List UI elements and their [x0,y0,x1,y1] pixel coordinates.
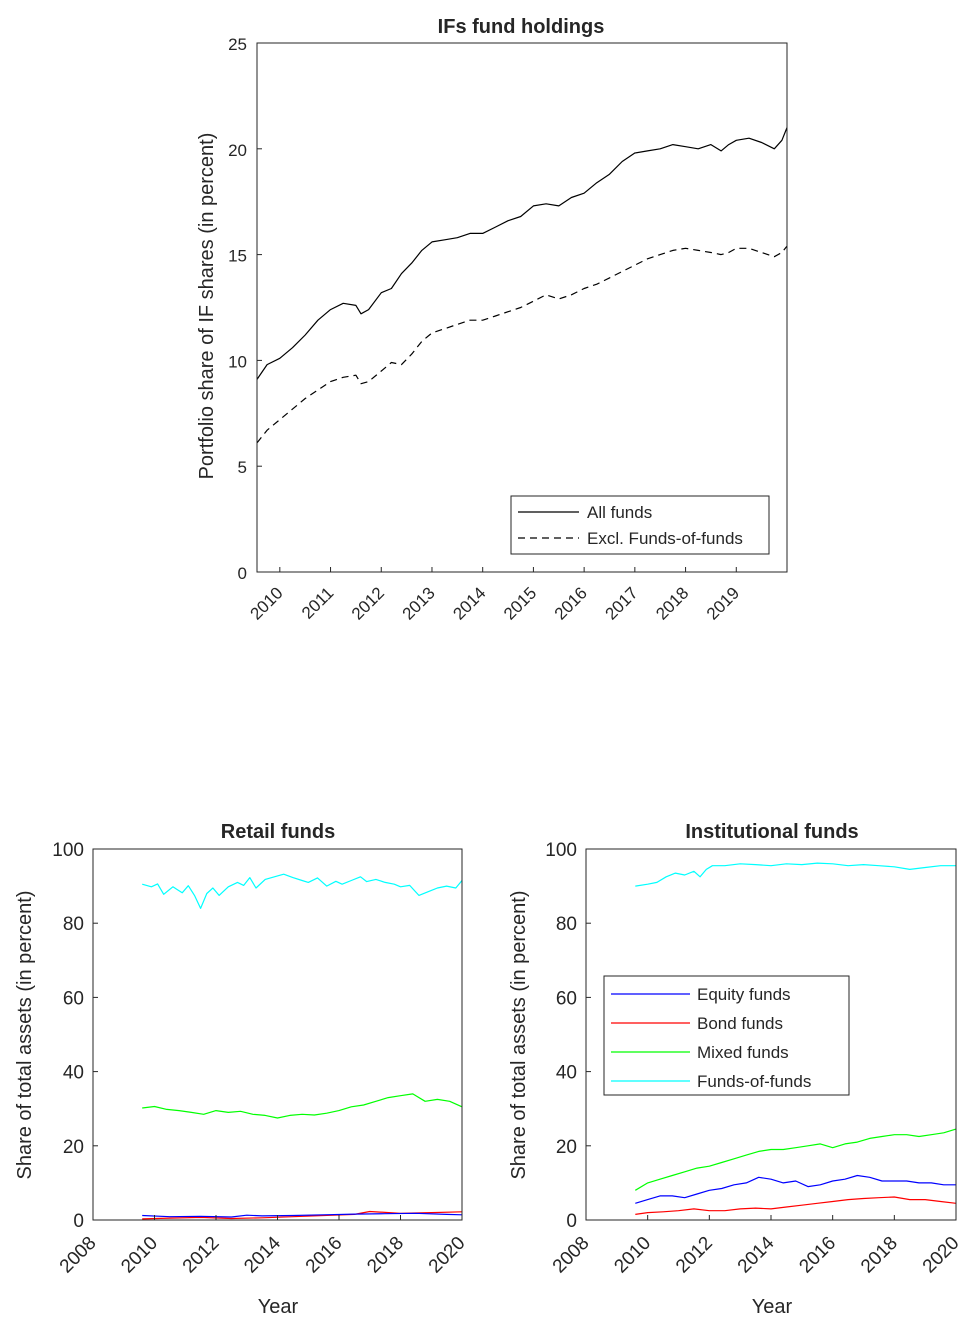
x-tick-label: 2010 [246,583,286,623]
y-tick-label: 100 [52,840,84,861]
chart-institutional-funds: Institutional funds Share of total asset… [508,821,964,1318]
y-tick-label: 80 [63,914,84,935]
legend-box [510,495,770,555]
plot-area [256,127,788,444]
x-tick-label: 2017 [601,583,641,623]
x-tick-label: 2010 [117,1233,162,1278]
x-tick-label: 2020 [919,1233,964,1278]
x-axis-label: Year [752,1296,793,1318]
legend-label-mixed-funds: Mixed funds [697,1043,789,1062]
y-tick-label: 40 [556,1063,577,1084]
x-tick-label: 2014 [449,583,489,623]
series-line-all-funds [256,127,788,380]
x-tick-label: 2018 [857,1233,902,1278]
series-line-bond-funds [635,1196,957,1215]
legend-label-funds-of-funds: Funds-of-funds [697,1072,811,1091]
y-tick-label: 80 [556,914,577,935]
x-tick-label: 2011 [298,583,337,622]
y-tick-label: 0 [566,1211,577,1232]
y-axis-ticks: 0 20 40 60 80 100 [545,840,591,1232]
x-tick-label: 2008 [56,1233,101,1278]
x-tick-label: 2012 [672,1233,717,1278]
chart-title: Institutional funds [685,821,858,843]
x-tick-label: 2013 [399,583,439,623]
x-axis-ticks: 2008 2010 2012 2014 2016 2018 2020 [549,1215,964,1277]
series-line-mixed-funds [634,1128,957,1191]
y-tick-label: 20 [556,1137,577,1158]
x-tick-label: 2014 [240,1232,285,1277]
y-tick-label: 100 [545,840,577,861]
x-axis-ticks: 2010 2011 2012 2013 2014 2015 2016 2017 2018 2019 [246,567,743,624]
x-tick-label: 2015 [500,583,540,623]
x-tick-label: 2018 [363,1233,408,1278]
series-line-excl-funds-of-funds [256,245,788,444]
y-tick-label: 0 [73,1211,84,1232]
legend: All funds Excl. Funds-of-funds [510,495,770,555]
y-axis-ticks: 0 20 40 60 80 100 [52,840,98,1232]
x-tick-label: 2012 [179,1233,224,1278]
y-tick-label: 10 [228,352,247,371]
y-tick-label: 60 [556,988,577,1009]
y-tick-label: 25 [228,35,247,54]
series-line-funds-of-funds [635,862,956,887]
y-axis-ticks: 0 5 10 15 20 25 [228,35,262,583]
x-tick-label: 2018 [652,583,692,623]
x-axis-label: Year [258,1296,299,1318]
chart-ifs-fund-holdings: IFs fund holdings Portfolio share of IF … [196,16,788,624]
series-line-funds-of-funds [142,873,463,910]
x-tick-label: 2016 [551,583,591,623]
legend-label-excl-funds-of-funds: Excl. Funds-of-funds [587,529,743,548]
x-tick-label: 2020 [425,1233,470,1278]
chart-title: IFs fund holdings [438,16,605,38]
x-tick-label: 2016 [302,1233,347,1278]
y-tick-label: 60 [63,988,84,1009]
y-axis-label: Portfolio share of IF shares (in percent… [196,133,218,480]
x-tick-label: 2016 [795,1233,840,1278]
y-tick-label: 20 [63,1137,84,1158]
chart-retail-funds: Retail funds Share of total assets (in p… [14,821,470,1318]
y-tick-label: 0 [238,564,247,583]
plot-area [634,862,957,1215]
series-line-equity-funds [142,1212,463,1218]
legend-label-bond-funds: Bond funds [697,1014,783,1033]
y-axis-label: Share of total assets (in percent) [508,890,530,1179]
chart-title: Retail funds [221,821,335,843]
x-tick-label: 2010 [610,1233,655,1278]
y-tick-label: 20 [228,141,247,160]
x-tick-label: 2012 [348,583,388,623]
series-line-mixed-funds [142,1093,463,1119]
x-tick-label: 2014 [734,1232,779,1277]
y-tick-label: 40 [63,1063,84,1084]
legend: Equity funds Bond funds Mixed funds Fund… [603,975,850,1096]
y-tick-label: 15 [228,247,247,266]
legend-box [603,975,850,1096]
x-axis-ticks: 2008 2010 2012 2014 2016 2018 2020 [56,1215,470,1277]
axes-box [92,848,463,1221]
legend-label-all-funds: All funds [587,503,652,522]
x-tick-label: 2008 [549,1233,594,1278]
plot-area [142,873,463,1220]
axes-box [585,848,957,1221]
legend-label-equity-funds: Equity funds [697,985,791,1004]
x-tick-label: 2019 [703,583,743,623]
y-axis-label: Share of total assets (in percent) [14,890,36,1179]
y-tick-label: 5 [238,458,247,477]
series-line-equity-funds [635,1174,956,1204]
axes-box [256,42,788,573]
